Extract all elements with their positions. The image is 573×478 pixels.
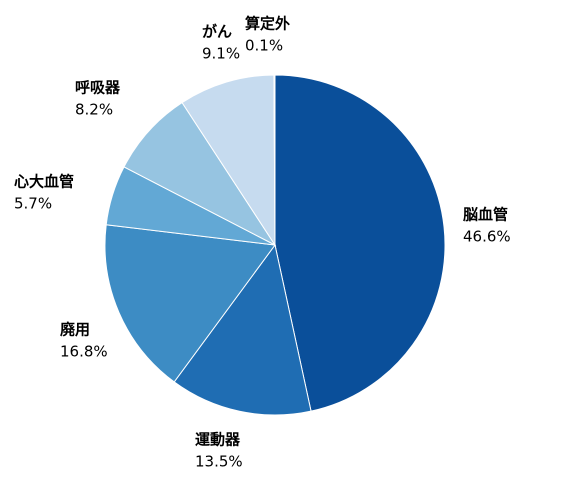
slice-value-label: 0.1% [245, 37, 283, 55]
slice-label: がん [202, 23, 232, 41]
pie-slice [173, 243, 312, 416]
slice-label: 脳血管 [463, 206, 508, 224]
pie-slice [274, 74, 446, 412]
pie-slice [273, 74, 276, 246]
pie-slice [104, 224, 276, 383]
slice-value-label: 13.5% [195, 453, 243, 471]
slice-label: 廃用 [60, 321, 90, 339]
slice-label: 心大血管 [14, 173, 74, 191]
slice-label: 呼吸器 [75, 79, 121, 97]
slice-value-label: 16.8% [60, 343, 108, 361]
slice-value-label: 46.6% [463, 228, 511, 246]
pie-slice [181, 74, 276, 247]
slice-value-label: 9.1% [202, 45, 240, 63]
slice-label: 運動器 [195, 431, 241, 449]
slice-label: 算定外 [245, 15, 290, 33]
slice-value-label: 5.7% [14, 195, 52, 213]
slice-value-label: 8.2% [75, 101, 113, 119]
pie-slice [123, 101, 277, 247]
